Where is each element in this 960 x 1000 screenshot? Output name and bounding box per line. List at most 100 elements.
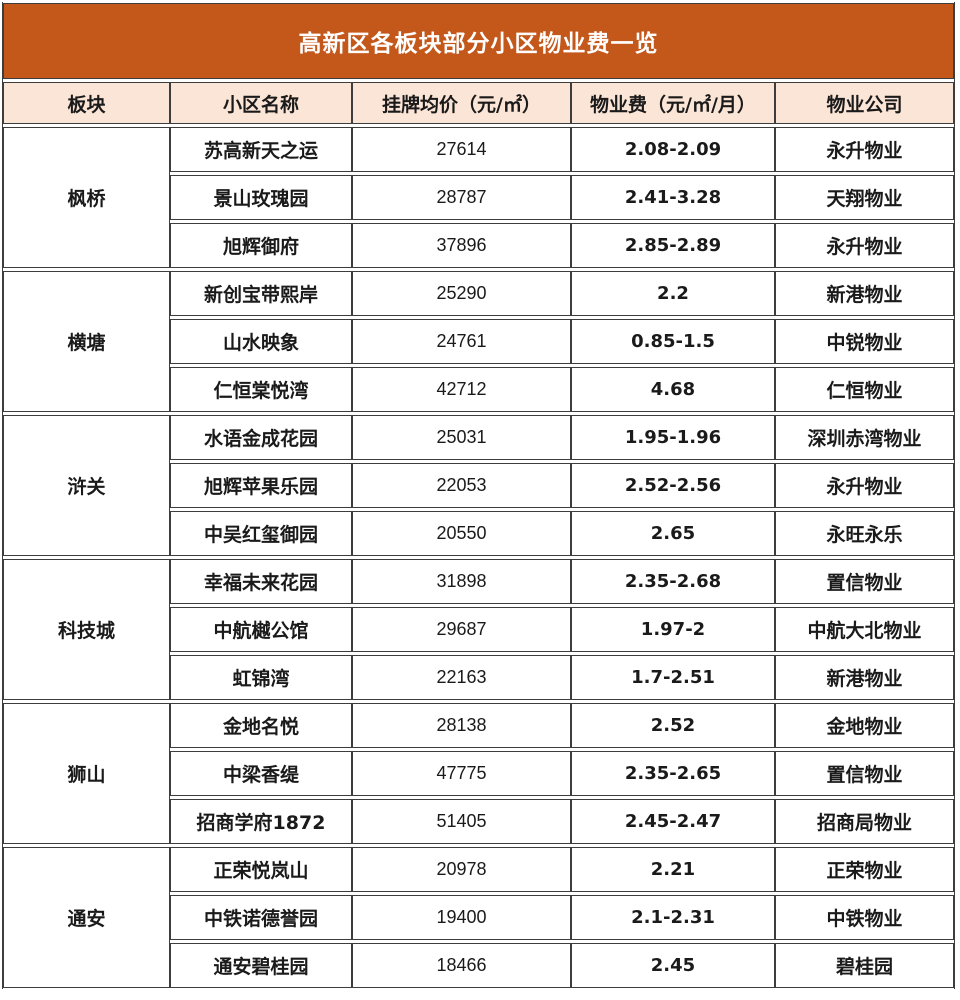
fee-cell: 2.41-3.28 [571,175,775,220]
company-cell: 永升物业 [775,463,954,508]
company-cell: 新港物业 [775,271,954,316]
fee-table: 高新区各板块部分小区物业费一览 板块 小区名称 挂牌均价（元/㎡） 物业费（元/… [3,0,954,991]
table-row: 狮山 金地名悦 28138 2.52 金地物业 [3,703,954,844]
table-row: 景山玫瑰园 28787 2.41-3.28 天翔物业 [3,175,954,220]
company-cell: 永升物业 [775,127,954,172]
district-cell: 横塘 [3,271,170,412]
price-cell: 27614 [352,127,571,172]
table-row: 中梁香缇 47775 2.35-2.65 置信物业 [3,751,954,796]
table-row: 招商学府1872 51405 2.45-2.47 招商局物业 [3,799,954,844]
table-row: 旭辉苹果乐园 22053 2.52-2.56 永升物业 [3,463,954,508]
fee-cell: 0.85-1.5 [571,319,775,364]
community-cell: 通安碧桂园 [170,943,352,988]
fee-cell: 2.35-2.65 [571,751,775,796]
table-row: 中航樾公馆 29687 1.97-2 中航大北物业 [3,607,954,652]
community-cell: 中铁诺德誉园 [170,895,352,940]
community-cell: 中梁香缇 [170,751,352,796]
price-cell: 29687 [352,607,571,652]
price-cell: 18466 [352,943,571,988]
table-row: 旭辉御府 37896 2.85-2.89 永升物业 [3,223,954,268]
community-cell: 中航樾公馆 [170,607,352,652]
community-cell: 山水映象 [170,319,352,364]
column-header-row: 板块 小区名称 挂牌均价（元/㎡） 物业费（元/㎡/月） 物业公司 [3,82,954,124]
price-cell: 20978 [352,847,571,892]
fee-cell: 2.65 [571,511,775,556]
fee-cell: 2.2 [571,271,775,316]
price-cell: 42712 [352,367,571,412]
district-cell: 科技城 [3,559,170,700]
company-cell: 仁恒物业 [775,367,954,412]
table-row: 中吴红玺御园 20550 2.65 永旺永乐 [3,511,954,556]
title-row: 高新区各板块部分小区物业费一览 [3,3,954,79]
fee-cell: 2.08-2.09 [571,127,775,172]
table-row: 中铁诺德誉园 19400 2.1-2.31 中铁物业 [3,895,954,940]
table-row: 虹锦湾 22163 1.7-2.51 新港物业 [3,655,954,700]
company-cell: 中铁物业 [775,895,954,940]
price-cell: 51405 [352,799,571,844]
price-cell: 25290 [352,271,571,316]
company-cell: 招商局物业 [775,799,954,844]
company-cell: 置信物业 [775,751,954,796]
community-cell: 仁恒棠悦湾 [170,367,352,412]
price-cell: 20550 [352,511,571,556]
table-row: 通安碧桂园 18466 2.45 碧桂园 [3,943,954,988]
community-cell: 苏高新天之运 [170,127,352,172]
table-row: 仁恒棠悦湾 42712 4.68 仁恒物业 [3,367,954,412]
community-cell: 金地名悦 [170,703,352,748]
price-cell: 22163 [352,655,571,700]
company-cell: 中航大北物业 [775,607,954,652]
community-cell: 幸福未来花园 [170,559,352,604]
district-cell: 通安 [3,847,170,988]
table-row: 科技城 幸福未来花园 31898 2.35-2.68 置信物业 [3,559,954,700]
company-cell: 新港物业 [775,655,954,700]
price-cell: 28787 [352,175,571,220]
district-cell: 狮山 [3,703,170,844]
company-cell: 深圳赤湾物业 [775,415,954,460]
community-cell: 新创宝带熙岸 [170,271,352,316]
fee-cell: 2.21 [571,847,775,892]
fee-cell: 2.85-2.89 [571,223,775,268]
fee-table-head: 高新区各板块部分小区物业费一览 板块 小区名称 挂牌均价（元/㎡） 物业费（元/… [3,3,954,124]
company-cell: 金地物业 [775,703,954,748]
fee-cell: 1.97-2 [571,607,775,652]
fee-table-body: 枫桥 苏高新天之运 27614 2.08-2.09 永升物业 景山玫瑰园 28787 2.41… [3,127,954,988]
community-cell: 旭辉御府 [170,223,352,268]
table-title: 高新区各板块部分小区物业费一览 [3,3,954,79]
community-cell: 景山玫瑰园 [170,175,352,220]
company-cell: 正荣物业 [775,847,954,892]
fee-cell: 2.45-2.47 [571,799,775,844]
company-cell: 中锐物业 [775,319,954,364]
community-cell: 虹锦湾 [170,655,352,700]
table-row: 横塘 新创宝带熙岸 25290 2.2 新港物业 [3,271,954,412]
column-header-price: 挂牌均价（元/㎡） [352,82,571,124]
price-cell: 24761 [352,319,571,364]
column-header-community: 小区名称 [170,82,352,124]
community-cell: 中吴红玺御园 [170,511,352,556]
community-cell: 正荣悦岚山 [170,847,352,892]
district-cell: 浒关 [3,415,170,556]
table-row: 通安 正荣悦岚山 20978 2.21 正荣物业 [3,847,954,988]
fee-cell: 1.7-2.51 [571,655,775,700]
price-cell: 22053 [352,463,571,508]
fee-cell: 2.1-2.31 [571,895,775,940]
community-cell: 旭辉苹果乐园 [170,463,352,508]
column-header-company: 物业公司 [775,82,954,124]
fee-cell: 4.68 [571,367,775,412]
fee-cell: 2.52 [571,703,775,748]
price-cell: 37896 [352,223,571,268]
table-row: 枫桥 苏高新天之运 27614 2.08-2.09 永升物业 [3,127,954,268]
community-cell: 水语金成花园 [170,415,352,460]
fee-cell: 2.45 [571,943,775,988]
company-cell: 碧桂园 [775,943,954,988]
company-cell: 永升物业 [775,223,954,268]
price-cell: 47775 [352,751,571,796]
table-row: 浒关 水语金成花园 25031 1.95-1.96 深圳赤湾物业 [3,415,954,556]
company-cell: 天翔物业 [775,175,954,220]
price-cell: 31898 [352,559,571,604]
company-cell: 永旺永乐 [775,511,954,556]
fee-cell: 2.52-2.56 [571,463,775,508]
district-cell: 枫桥 [3,127,170,268]
company-cell: 置信物业 [775,559,954,604]
